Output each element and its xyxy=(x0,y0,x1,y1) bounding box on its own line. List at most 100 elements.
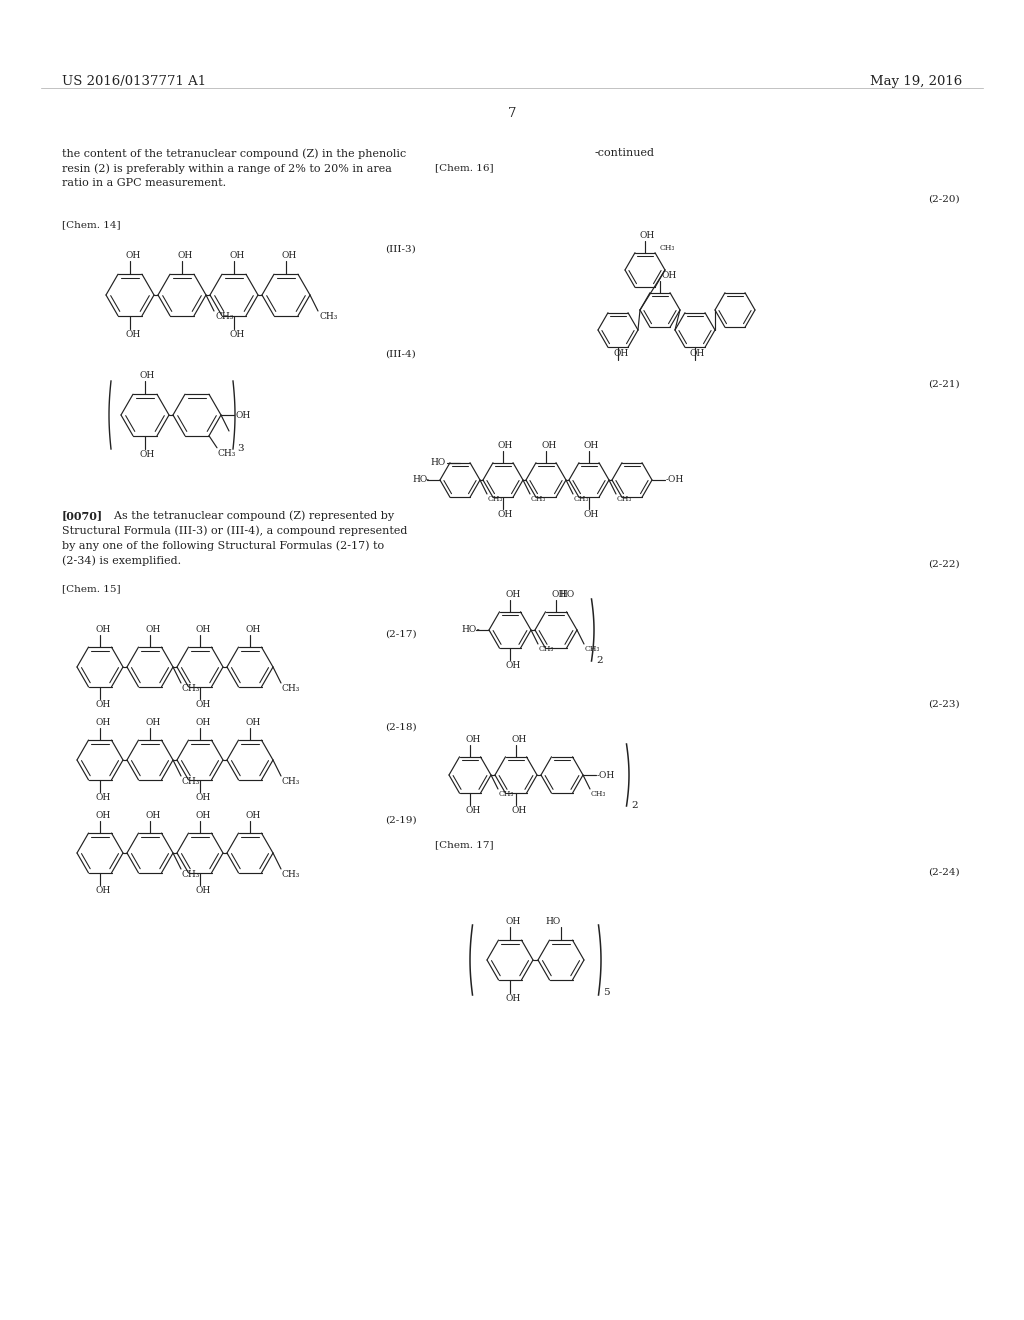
Text: ratio in a GPC measurement.: ratio in a GPC measurement. xyxy=(62,178,226,187)
Text: CH₃: CH₃ xyxy=(499,789,514,799)
Text: OH: OH xyxy=(281,251,296,260)
Text: OH: OH xyxy=(245,810,260,820)
Text: (III-3): (III-3) xyxy=(385,246,416,253)
Text: CH₃: CH₃ xyxy=(539,645,554,653)
Text: OH: OH xyxy=(195,718,210,727)
Text: As the tetranuclear compound (Z) represented by: As the tetranuclear compound (Z) represe… xyxy=(106,510,394,520)
Text: 7: 7 xyxy=(508,107,516,120)
Text: OH: OH xyxy=(505,590,520,599)
Text: (2-19): (2-19) xyxy=(385,816,417,825)
Text: CH₃: CH₃ xyxy=(574,495,590,503)
Text: CH₃: CH₃ xyxy=(282,777,300,785)
Text: 2: 2 xyxy=(596,656,603,665)
Text: HO-: HO- xyxy=(461,626,479,635)
Text: -continued: -continued xyxy=(595,148,655,158)
Text: [0070]: [0070] xyxy=(62,510,103,521)
Text: CH₃: CH₃ xyxy=(215,312,233,321)
Text: OH: OH xyxy=(145,718,160,727)
Text: OH: OH xyxy=(145,626,160,634)
Text: [Chem. 15]: [Chem. 15] xyxy=(62,583,121,593)
Text: HO: HO xyxy=(559,590,574,599)
Text: OH: OH xyxy=(505,661,520,671)
Text: OH: OH xyxy=(245,718,260,727)
Text: OH: OH xyxy=(465,735,480,743)
Text: (2-21): (2-21) xyxy=(929,380,961,389)
Text: OH: OH xyxy=(662,271,677,280)
Text: OH: OH xyxy=(95,626,111,634)
Text: OH: OH xyxy=(234,411,250,420)
Text: OH: OH xyxy=(584,441,599,450)
Text: CH₃: CH₃ xyxy=(585,645,600,653)
Text: [Chem. 14]: [Chem. 14] xyxy=(62,220,121,228)
Text: 2: 2 xyxy=(631,801,638,810)
Text: OH: OH xyxy=(195,700,210,709)
Text: OH: OH xyxy=(140,371,156,380)
Text: CH₃: CH₃ xyxy=(182,870,201,879)
Text: OH: OH xyxy=(95,810,111,820)
Text: OH: OH xyxy=(505,994,520,1003)
Text: OH: OH xyxy=(613,350,629,358)
Text: OH: OH xyxy=(95,886,111,895)
Text: (2-17): (2-17) xyxy=(385,630,417,639)
Text: OH: OH xyxy=(690,350,706,358)
Text: HO: HO xyxy=(545,917,560,927)
Text: CH₃: CH₃ xyxy=(282,684,300,693)
Text: resin (2) is preferably within a range of 2% to 20% in area: resin (2) is preferably within a range o… xyxy=(62,162,392,173)
Text: [Chem. 17]: [Chem. 17] xyxy=(435,840,494,849)
Text: CH₃: CH₃ xyxy=(531,495,547,503)
Text: OH: OH xyxy=(177,251,193,260)
Text: OH: OH xyxy=(640,231,655,240)
Text: OH: OH xyxy=(140,450,156,459)
Text: (2-24): (2-24) xyxy=(929,869,961,876)
Text: CH₃: CH₃ xyxy=(282,870,300,879)
Text: (2-34) is exemplified.: (2-34) is exemplified. xyxy=(62,554,181,565)
Text: HO: HO xyxy=(430,458,445,467)
Text: OH: OH xyxy=(125,330,140,339)
Text: OH: OH xyxy=(145,810,160,820)
Text: 3: 3 xyxy=(237,444,244,453)
Text: CH₃: CH₃ xyxy=(182,684,201,693)
Text: HO: HO xyxy=(412,475,427,484)
Text: -OH: -OH xyxy=(597,771,615,780)
Text: OH: OH xyxy=(195,793,210,803)
Text: -OH: -OH xyxy=(666,475,684,484)
Text: 5: 5 xyxy=(603,987,609,997)
Text: CH₃: CH₃ xyxy=(319,312,337,321)
Text: OH: OH xyxy=(498,441,513,450)
Text: May 19, 2016: May 19, 2016 xyxy=(869,75,962,88)
Text: (III-4): (III-4) xyxy=(385,350,416,359)
Text: (2-23): (2-23) xyxy=(929,700,961,709)
Text: OH: OH xyxy=(584,511,599,519)
Text: OH: OH xyxy=(541,441,556,450)
Text: -: - xyxy=(426,475,429,484)
Text: OH: OH xyxy=(195,626,210,634)
Text: OH: OH xyxy=(551,590,566,599)
Text: [Chem. 16]: [Chem. 16] xyxy=(435,162,494,172)
Text: OH: OH xyxy=(95,718,111,727)
Text: OH: OH xyxy=(505,917,520,927)
Text: CH₃: CH₃ xyxy=(488,495,504,503)
Text: Structural Formula (III-3) or (III-4), a compound represented: Structural Formula (III-3) or (III-4), a… xyxy=(62,525,408,536)
Text: (2-20): (2-20) xyxy=(929,195,961,205)
Text: (2-22): (2-22) xyxy=(929,560,961,569)
Text: OH: OH xyxy=(195,810,210,820)
Text: OH: OH xyxy=(498,511,513,519)
Text: the content of the tetranuclear compound (Z) in the phenolic: the content of the tetranuclear compound… xyxy=(62,148,407,158)
Text: OH: OH xyxy=(229,330,245,339)
Text: OH: OH xyxy=(229,251,245,260)
Text: CH₃: CH₃ xyxy=(218,449,237,458)
Text: CH₃: CH₃ xyxy=(182,777,201,785)
Text: OH: OH xyxy=(245,626,260,634)
Text: OH: OH xyxy=(511,807,526,816)
Text: US 2016/0137771 A1: US 2016/0137771 A1 xyxy=(62,75,206,88)
Text: OH: OH xyxy=(125,251,140,260)
Text: OH: OH xyxy=(95,700,111,709)
Text: OH: OH xyxy=(511,735,526,743)
Text: OH: OH xyxy=(465,807,480,816)
Text: CH₃: CH₃ xyxy=(660,244,676,252)
Text: OH: OH xyxy=(95,793,111,803)
Text: OH: OH xyxy=(195,886,210,895)
Text: CH₃: CH₃ xyxy=(591,789,606,799)
Text: by any one of the following Structural Formulas (2-17) to: by any one of the following Structural F… xyxy=(62,540,384,550)
Text: (2-18): (2-18) xyxy=(385,723,417,733)
